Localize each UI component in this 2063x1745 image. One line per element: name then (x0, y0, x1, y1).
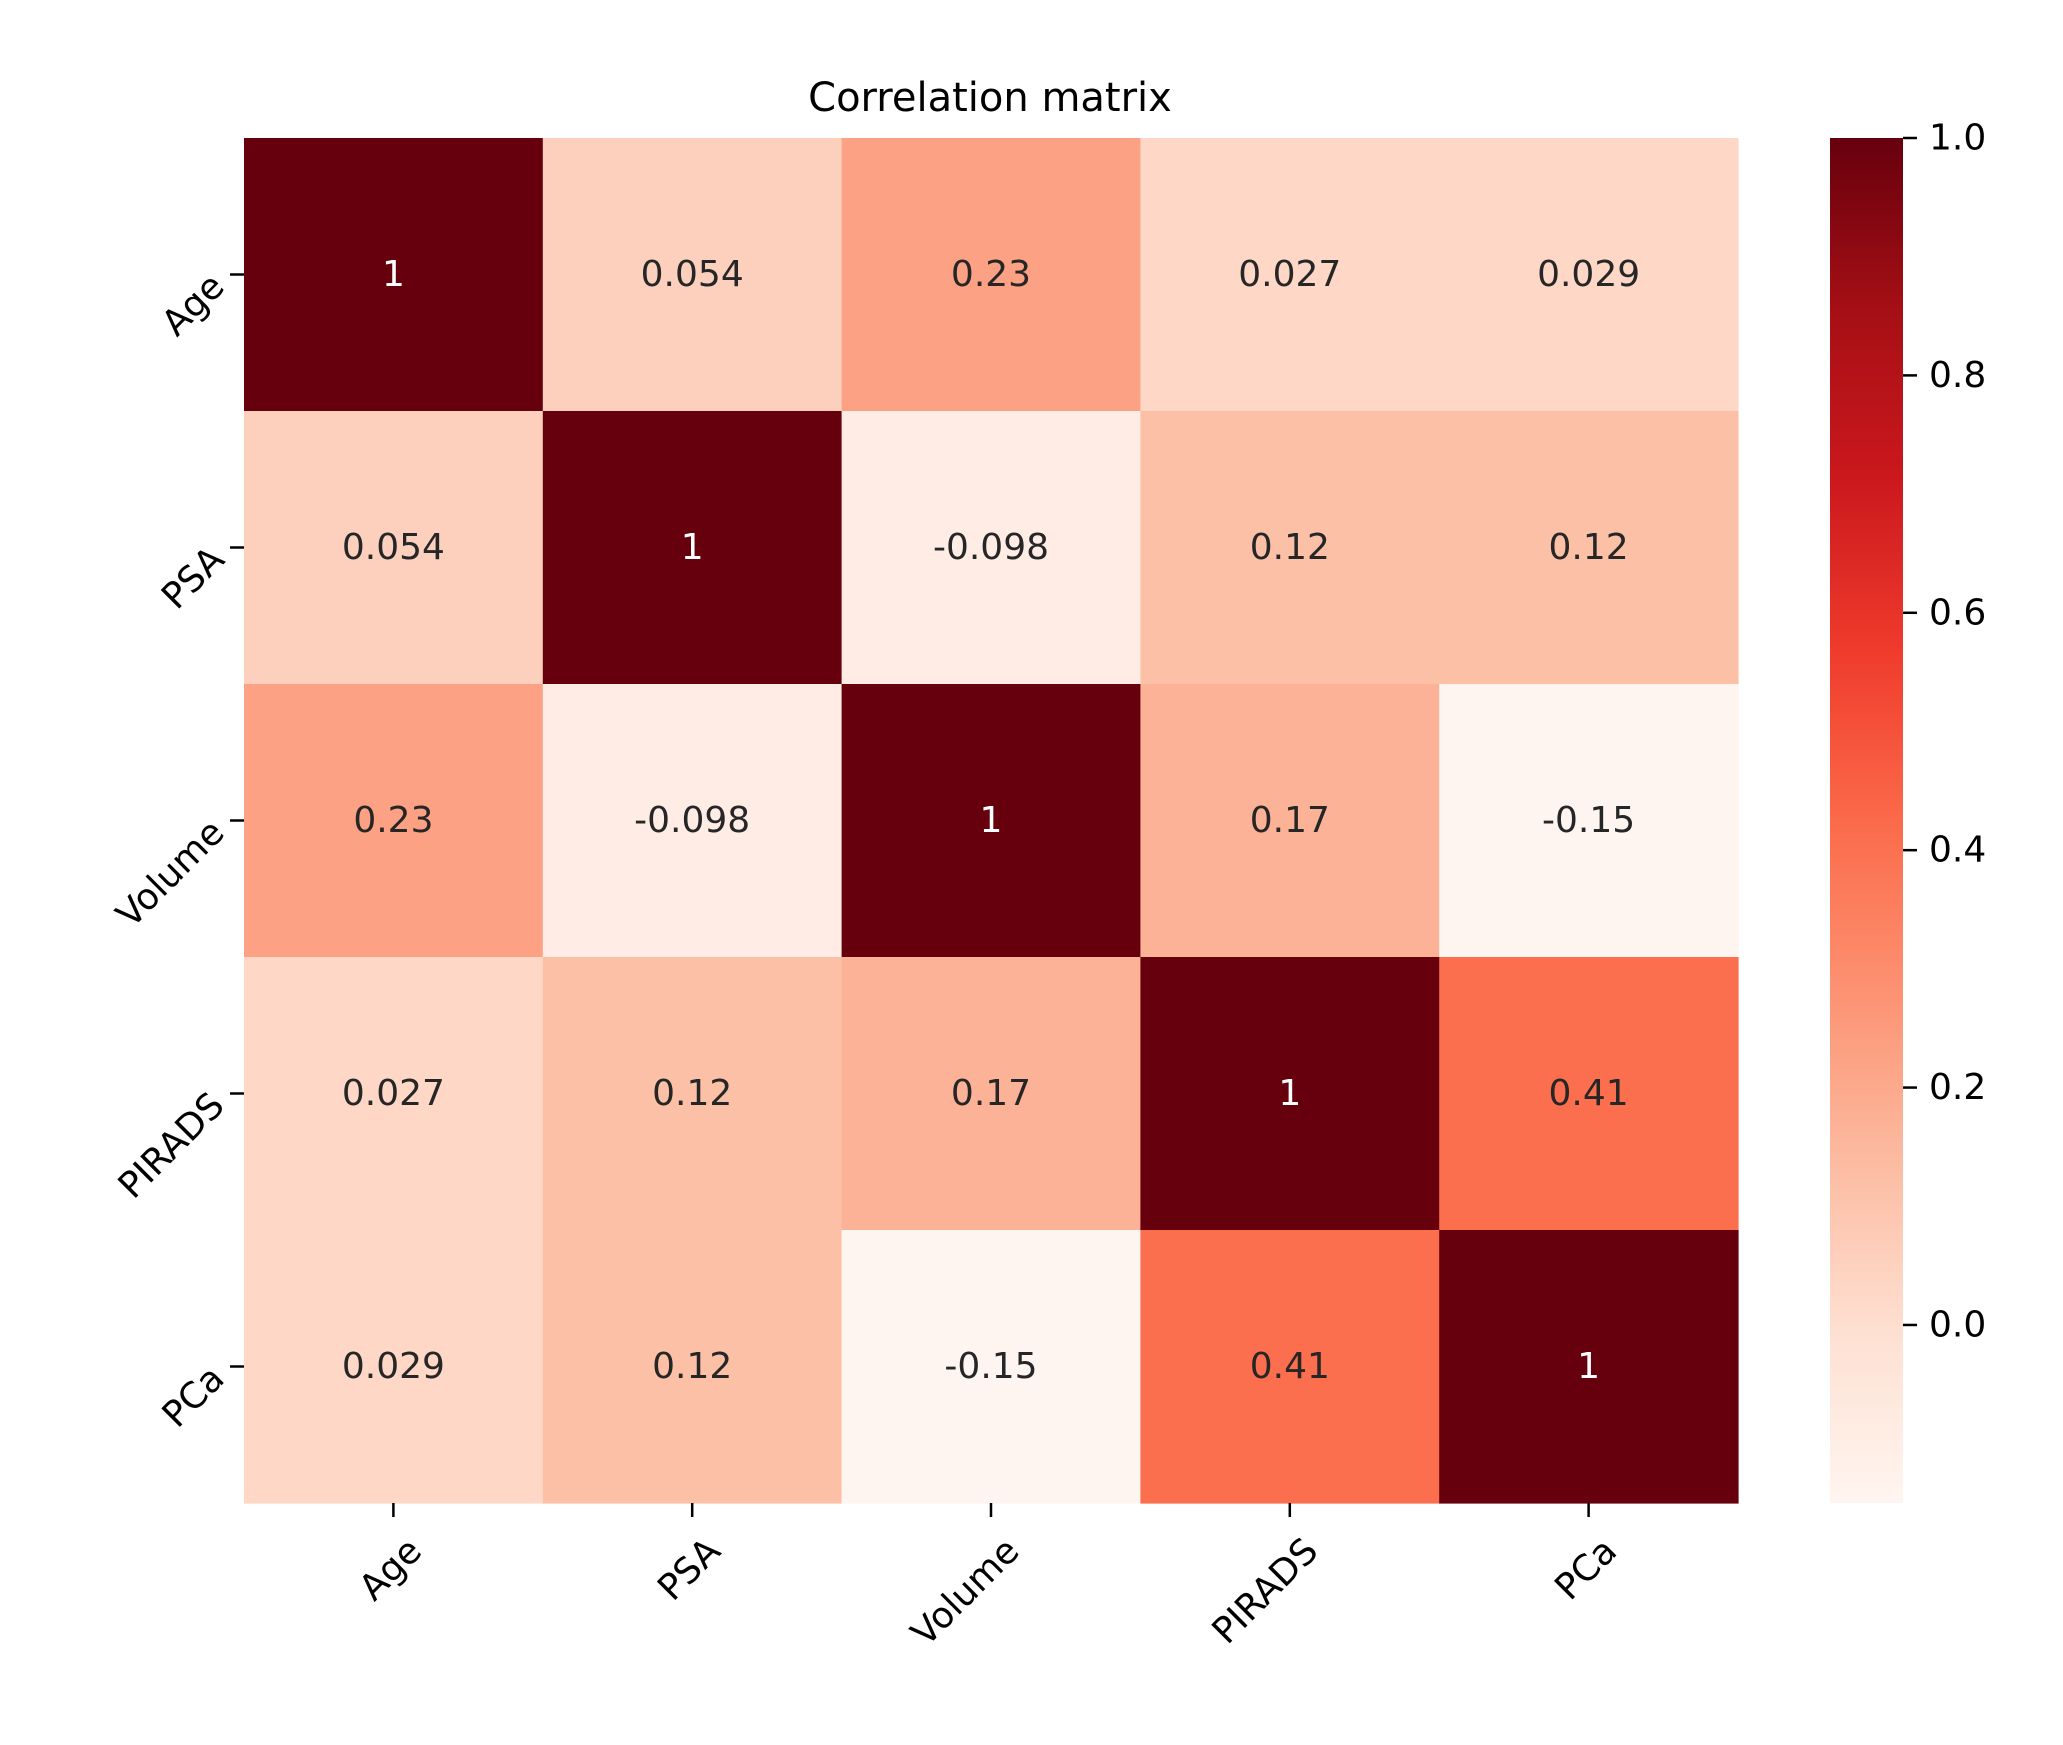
colorbar-tick-label: 0.6 (1929, 592, 1986, 633)
y-axis: Age PSA Volume PIRADS PCa (109, 266, 244, 1436)
cell-value-label: 0.027 (342, 1073, 445, 1114)
cell-value-label: 0.054 (342, 527, 445, 568)
heatmap-cell (841, 1230, 1141, 1504)
cell-value-label: 1 (382, 254, 405, 295)
cell-value-label: -0.098 (933, 527, 1049, 568)
heatmap-cell (244, 1230, 544, 1504)
colorbar-tick-label: 0.0 (1929, 1304, 1986, 1345)
heatmap-cell (244, 684, 544, 958)
cell-value-label: -0.15 (1542, 800, 1635, 841)
cell-value-label: 0.12 (652, 1346, 732, 1387)
cell-value-label: 1 (1278, 1073, 1301, 1114)
cell-value-label: 0.41 (1549, 1073, 1629, 1114)
heatmap-cells (244, 138, 1739, 1504)
cell-annotations: 1 0.054 0.23 0.027 0.029 0.054 1 -0.098 0.12 0.12… (342, 254, 1640, 1387)
cell-value-label: 0.12 (1549, 527, 1629, 568)
colorbar-tick-label: 0.8 (1929, 355, 1986, 396)
x-tick-label: PIRADS (1205, 1530, 1327, 1652)
cell-value-label: 0.054 (641, 254, 744, 295)
y-tick-label: Volume (109, 812, 233, 936)
cell-value-label: 0.17 (1250, 800, 1330, 841)
heatmap-cell (542, 684, 843, 958)
x-tick-label: PSA (650, 1530, 729, 1609)
cell-value-label: 0.23 (951, 254, 1031, 295)
chart-title: Correlation matrix (808, 75, 1172, 121)
y-tick-label: PSA (154, 539, 233, 618)
heatmap-cell (1140, 684, 1440, 958)
cell-value-label: 0.23 (353, 800, 433, 841)
y-tick-label: PCa (155, 1358, 233, 1436)
cell-value-label: 0.029 (1537, 254, 1640, 295)
colorbar: 0.0 0.2 0.4 0.6 0.8 1.0 (1830, 118, 1986, 1503)
heatmap-cell (1439, 684, 1739, 958)
heatmap-cell (1140, 957, 1440, 1231)
heatmap-cell (841, 684, 1141, 958)
heatmap-cell (841, 411, 1141, 685)
heatmap-cell (1140, 411, 1440, 685)
y-tick-label: Age (154, 266, 232, 344)
heatmap-cell (1140, 138, 1440, 412)
cell-value-label: 1 (681, 527, 704, 568)
cell-value-label: -0.098 (634, 800, 750, 841)
x-tick-label: PCa (1547, 1530, 1625, 1608)
heatmap-cell (244, 957, 544, 1231)
heatmap-cell (1439, 957, 1739, 1231)
colorbar-tick-label: 1.0 (1929, 118, 1986, 159)
heatmap-cell (244, 138, 544, 412)
cell-value-label: 0.12 (652, 1073, 732, 1114)
heatmap-cell (542, 957, 843, 1231)
cell-value-label: 0.41 (1250, 1346, 1330, 1387)
y-tick-label: PIRADS (111, 1085, 233, 1207)
x-axis: Age PSA Volume PIRADS PCa (352, 1503, 1625, 1654)
heatmap-cell (1439, 411, 1739, 685)
cell-value-label: 0.17 (951, 1073, 1031, 1114)
heatmap-cell (542, 1230, 843, 1504)
cell-value-label: 0.027 (1238, 254, 1341, 295)
colorbar-tick-label: 0.2 (1929, 1067, 1986, 1108)
heatmap-cell (841, 138, 1141, 412)
heatmap-cell (1140, 1230, 1440, 1504)
x-tick-label: Age (352, 1530, 430, 1608)
cell-value-label: 1 (1577, 1346, 1600, 1387)
heatmap-cell (542, 411, 843, 685)
heatmap-cell (244, 411, 544, 685)
heatmap-cell (1439, 138, 1739, 412)
cell-value-label: 0.12 (1250, 527, 1330, 568)
cell-value-label: 1 (980, 800, 1003, 841)
heatmap-cell (841, 957, 1141, 1231)
heatmap-cell (1439, 1230, 1739, 1504)
cell-value-label: -0.15 (944, 1346, 1037, 1387)
heatmap-cell (542, 138, 843, 412)
x-tick-label: Volume (904, 1530, 1028, 1654)
colorbar-gradient (1830, 138, 1903, 1503)
cell-value-label: 0.029 (342, 1346, 445, 1387)
colorbar-tick-label: 0.4 (1929, 830, 1986, 871)
